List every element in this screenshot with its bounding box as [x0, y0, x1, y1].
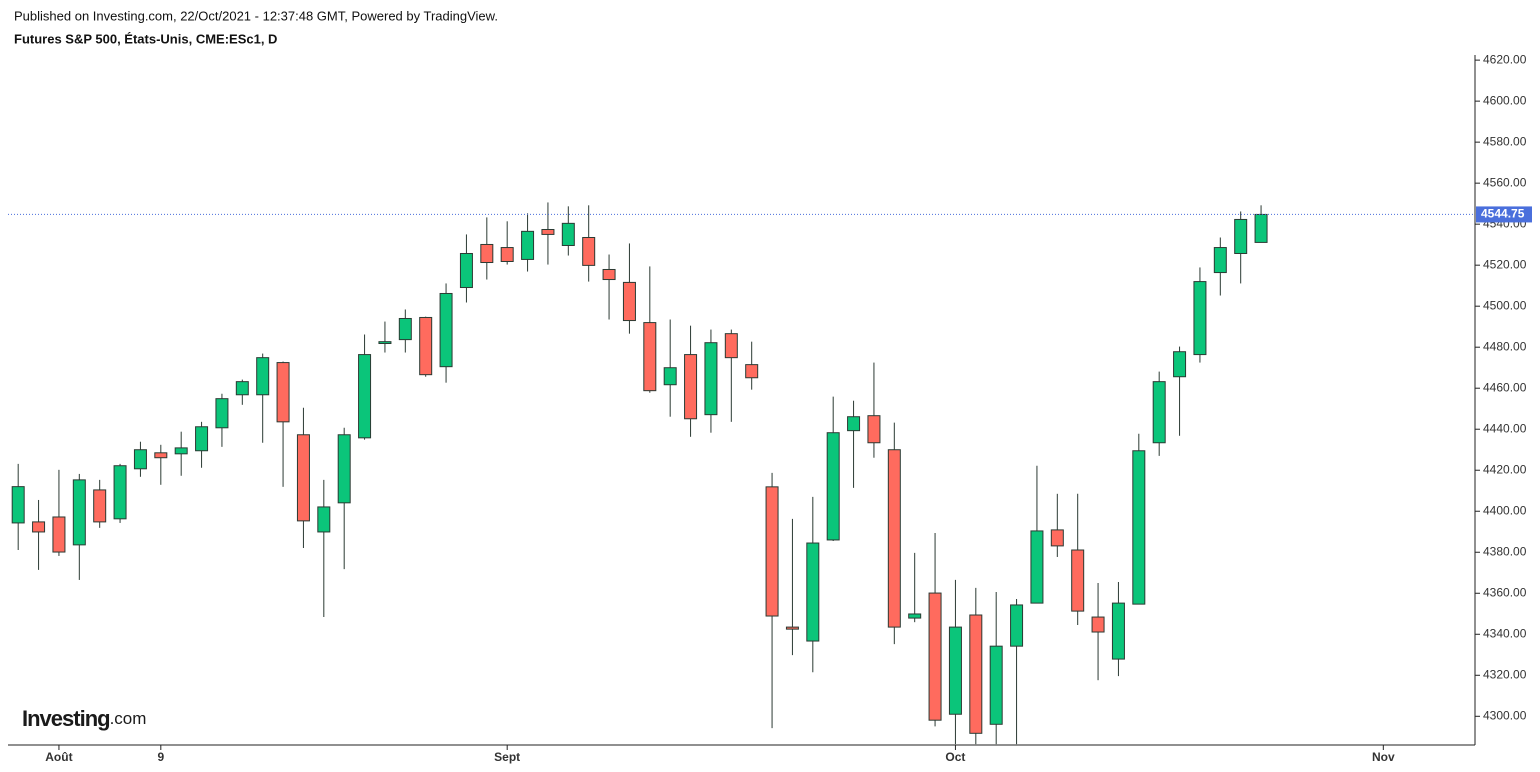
candle-body [276, 362, 290, 423]
candle-body [439, 292, 453, 368]
candle-body [378, 341, 392, 345]
logo: Investing.com [22, 706, 146, 731]
candle-body [419, 316, 433, 376]
candle-body [826, 432, 840, 541]
candle-body [337, 434, 351, 504]
candle-body [1193, 281, 1207, 356]
candle-body [1152, 381, 1166, 444]
candle-body [235, 381, 249, 396]
y-tick-label: 4500.00 [1483, 298, 1527, 312]
candle-body [622, 281, 636, 322]
y-tick-label: 4460.00 [1483, 380, 1527, 394]
candle-body [1030, 530, 1044, 604]
candle-body [1234, 218, 1248, 254]
candle-body [724, 333, 738, 359]
candle-body [398, 317, 412, 341]
candle-body [684, 354, 698, 420]
candle-body [561, 222, 575, 246]
candle-body [500, 247, 514, 262]
candle-body [133, 449, 147, 470]
logo-name: Investing [22, 706, 110, 731]
x-tick-label: 9 [157, 750, 164, 764]
candle-body [1111, 602, 1125, 660]
y-tick-label: 4560.00 [1483, 175, 1527, 189]
candle-body [459, 252, 473, 289]
candle-body [704, 342, 718, 416]
y-tick-label: 4440.00 [1483, 421, 1527, 435]
candle-body [72, 479, 86, 546]
candle-body [174, 447, 188, 455]
candle-body [1132, 450, 1146, 605]
y-tick-label: 4320.00 [1483, 667, 1527, 681]
instrument-title: Futures S&P 500, États-Unis, CME:ESc1, D [14, 31, 277, 46]
candle-body [989, 645, 1003, 725]
candle-body [1173, 351, 1187, 378]
candle-body [521, 230, 535, 260]
x-tick-label: Nov [1372, 750, 1395, 764]
y-tick-label: 4620.00 [1483, 52, 1527, 66]
candle-body [806, 542, 820, 642]
candle-body [11, 486, 25, 524]
y-tick-label: 4340.00 [1483, 626, 1527, 640]
candle-body [847, 416, 861, 432]
candle-body [256, 357, 270, 396]
x-tick-label: Août [45, 750, 72, 764]
y-tick-label: 4360.00 [1483, 585, 1527, 599]
candle-body [1254, 213, 1268, 243]
candle-body [541, 228, 555, 235]
y-tick-label: 4420.00 [1483, 462, 1527, 476]
candle-body [887, 449, 901, 628]
candle-body [969, 614, 983, 734]
candle-body [32, 521, 46, 533]
candle-body [745, 364, 759, 379]
candle-body [663, 367, 677, 386]
candle-body [317, 506, 331, 533]
last-price-badge [1476, 206, 1532, 223]
candle-body [908, 613, 922, 619]
candle-body [52, 516, 66, 553]
y-tick-label: 4600.00 [1483, 93, 1527, 107]
candle-body [1071, 549, 1085, 612]
candle-body [154, 452, 168, 459]
candle-body [928, 592, 942, 721]
y-tick-label: 4520.00 [1483, 257, 1527, 271]
candle-body [1010, 604, 1024, 647]
candle-body [643, 322, 657, 392]
candle-body [602, 268, 616, 281]
x-tick-label: Oct [945, 750, 965, 764]
candle-body [867, 415, 881, 444]
candle-body [765, 486, 779, 617]
y-tick-label: 4580.00 [1483, 134, 1527, 148]
y-tick-label: 4380.00 [1483, 544, 1527, 558]
last-price-label: 4544.75 [1481, 207, 1525, 221]
candle-body [358, 354, 372, 439]
published-note: Published on Investing.com, 22/Oct/2021 … [14, 8, 498, 23]
candle-body [582, 236, 596, 266]
candle-body [948, 626, 962, 715]
candle-body [480, 243, 494, 264]
candle-body [296, 434, 310, 522]
y-tick-label: 4300.00 [1483, 708, 1527, 722]
candle-body [1091, 616, 1105, 633]
y-tick-label: 4480.00 [1483, 339, 1527, 353]
candle-body [215, 398, 229, 429]
logo-suffix: .com [110, 709, 147, 728]
candle-body [113, 465, 127, 520]
y-tick-label: 4400.00 [1483, 503, 1527, 517]
candle-body [1213, 247, 1227, 274]
candle-body [93, 489, 107, 523]
candle-body [195, 426, 209, 452]
candle-body [785, 626, 799, 630]
x-tick-label: Sept [494, 750, 520, 764]
candle-body [1050, 529, 1064, 547]
